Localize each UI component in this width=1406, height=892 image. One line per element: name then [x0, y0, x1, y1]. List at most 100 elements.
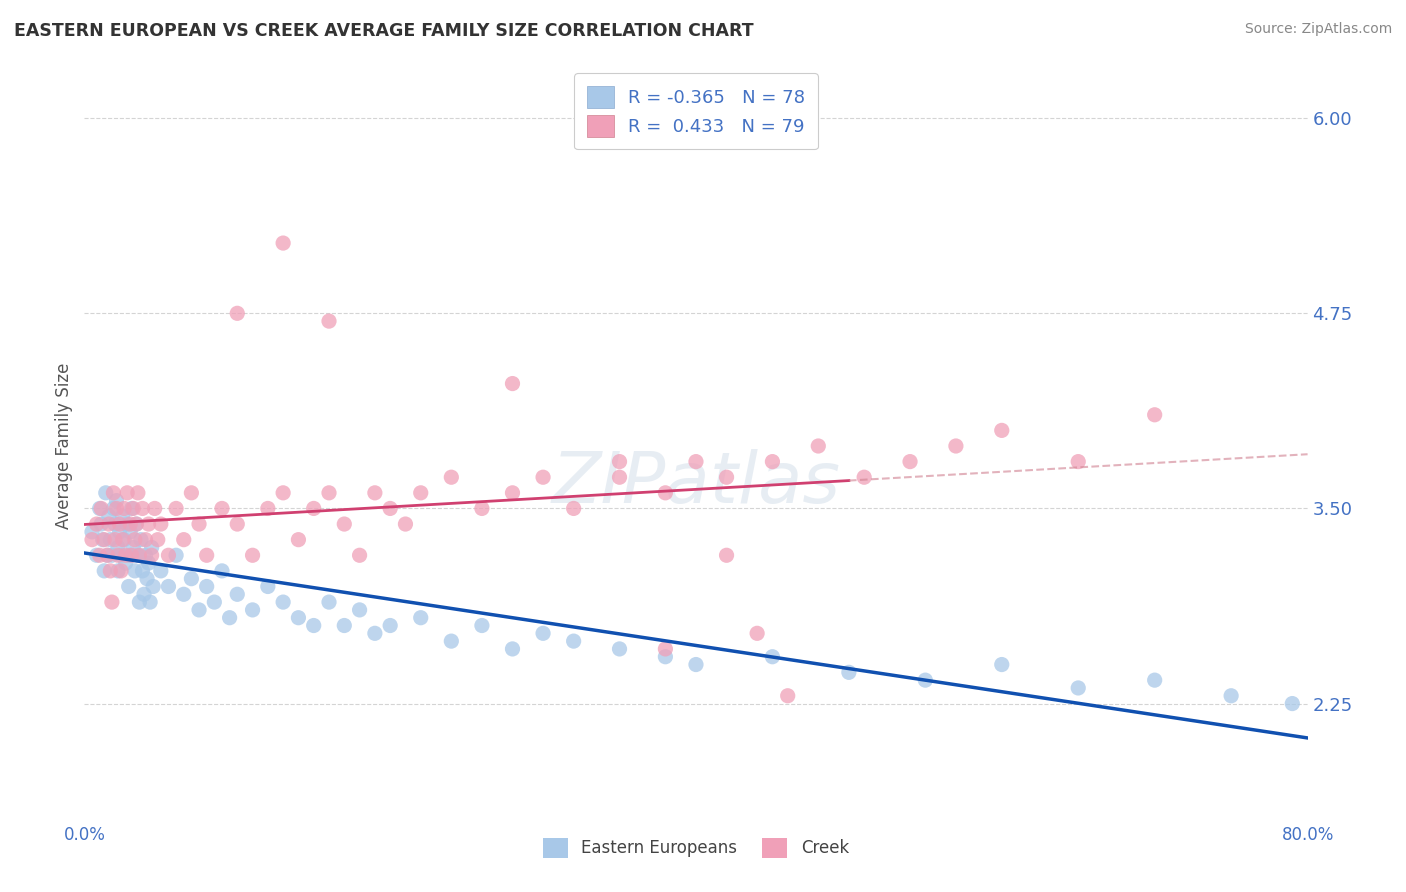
Point: [685, 657, 707, 672]
Point: [747, 626, 769, 640]
Point: [121, 501, 143, 516]
Text: EASTERN EUROPEAN VS CREEK AVERAGE FAMILY SIZE CORRELATION CHART: EASTERN EUROPEAN VS CREEK AVERAGE FAMILY…: [14, 22, 754, 40]
Point: [531, 626, 554, 640]
Point: [111, 509, 134, 524]
Point: [122, 501, 145, 516]
Point: [333, 618, 356, 632]
Point: [716, 470, 738, 484]
Legend: Eastern Europeans, Creek: Eastern Europeans, Creek: [536, 831, 856, 864]
Point: [257, 501, 280, 516]
Point: [226, 306, 249, 320]
Point: [1220, 689, 1243, 703]
Point: [173, 533, 195, 547]
Point: [364, 485, 387, 500]
Point: [991, 657, 1014, 672]
Point: [195, 548, 218, 563]
Point: [685, 455, 707, 469]
Point: [128, 595, 150, 609]
Y-axis label: Average Family Size: Average Family Size: [55, 363, 73, 529]
Point: [127, 548, 149, 563]
Point: [914, 673, 936, 688]
Point: [125, 517, 148, 532]
Point: [188, 603, 211, 617]
Point: [124, 533, 146, 547]
Point: [226, 517, 249, 532]
Point: [202, 595, 225, 609]
Point: [101, 595, 124, 609]
Point: [135, 548, 157, 563]
Point: [188, 517, 211, 532]
Point: [173, 587, 195, 601]
Point: [761, 455, 783, 469]
Point: [138, 517, 160, 532]
Point: [127, 485, 149, 500]
Point: [838, 665, 860, 680]
Point: [112, 501, 135, 516]
Point: [149, 564, 172, 578]
Point: [242, 548, 264, 563]
Point: [124, 564, 146, 578]
Point: [98, 533, 121, 547]
Point: [90, 501, 112, 516]
Point: [118, 580, 141, 594]
Point: [105, 493, 128, 508]
Point: [103, 501, 125, 516]
Point: [609, 455, 631, 469]
Point: [440, 634, 463, 648]
Point: [271, 235, 294, 250]
Point: [94, 485, 117, 500]
Point: [110, 564, 132, 578]
Point: [107, 541, 129, 555]
Point: [128, 548, 150, 563]
Point: [120, 548, 142, 563]
Point: [115, 485, 138, 500]
Point: [104, 517, 127, 532]
Point: [89, 548, 111, 563]
Point: [104, 533, 127, 547]
Point: [142, 580, 165, 594]
Point: [502, 376, 524, 391]
Point: [157, 548, 180, 563]
Point: [97, 517, 120, 532]
Point: [211, 501, 233, 516]
Point: [409, 611, 432, 625]
Text: ZIPatlas: ZIPatlas: [551, 449, 841, 518]
Point: [149, 517, 172, 532]
Point: [349, 548, 371, 563]
Point: [776, 689, 799, 703]
Point: [108, 524, 131, 539]
Point: [318, 595, 340, 609]
Point: [101, 548, 124, 563]
Point: [135, 533, 157, 547]
Point: [761, 649, 783, 664]
Point: [287, 611, 309, 625]
Point: [211, 564, 233, 578]
Point: [93, 533, 115, 547]
Point: [115, 517, 138, 532]
Point: [654, 649, 676, 664]
Point: [131, 564, 153, 578]
Point: [302, 501, 325, 516]
Point: [302, 618, 325, 632]
Point: [409, 485, 432, 500]
Point: [165, 548, 187, 563]
Point: [139, 595, 162, 609]
Point: [165, 501, 187, 516]
Point: [98, 564, 121, 578]
Point: [333, 517, 356, 532]
Point: [562, 501, 585, 516]
Point: [471, 618, 494, 632]
Point: [112, 533, 135, 547]
Point: [125, 517, 148, 532]
Point: [80, 524, 103, 539]
Point: [122, 541, 145, 555]
Point: [807, 439, 830, 453]
Point: [96, 548, 118, 563]
Point: [107, 564, 129, 578]
Point: [502, 485, 524, 500]
Point: [132, 587, 155, 601]
Point: [93, 564, 115, 578]
Point: [141, 541, 163, 555]
Point: [271, 595, 294, 609]
Point: [318, 485, 340, 500]
